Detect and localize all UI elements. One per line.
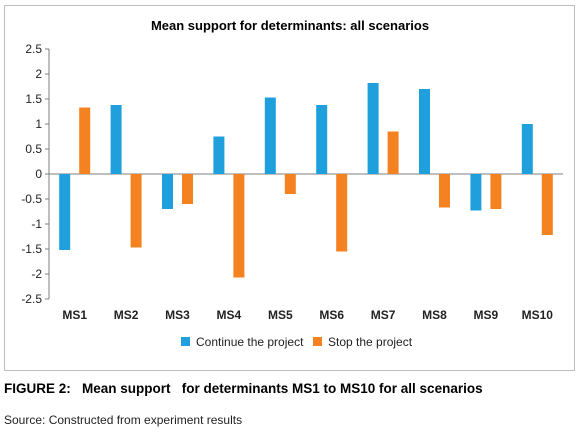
y-tick-label: -0.5 (21, 192, 42, 206)
bar-continue-ms1 (59, 174, 71, 250)
bar-chart: Mean support for determinants: all scena… (21, 18, 563, 349)
figure-caption: FIGURE 2: Mean support for determinants … (4, 381, 483, 396)
y-tick-label: -2 (31, 267, 42, 281)
y-tick-label: -1 (31, 217, 42, 231)
bar-stop-ms9 (490, 174, 502, 209)
y-tick-label: 1 (35, 117, 42, 131)
x-category-label: MS5 (268, 308, 293, 322)
legend: Continue the project Stop the project (181, 335, 413, 349)
legend-label-stop: Stop the project (328, 335, 413, 349)
chart-frame: Mean support for determinants: all scena… (4, 5, 575, 371)
bar-continue-ms8 (419, 89, 430, 174)
legend-label-continue: Continue the project (196, 335, 304, 349)
x-category-label: MS10 (522, 308, 554, 322)
bar-stop-ms7 (387, 131, 399, 174)
y-tick-label: 2 (35, 67, 42, 81)
bar-stop-ms3 (182, 174, 193, 204)
legend-swatch-continue (181, 337, 190, 346)
bar-stop-ms6 (336, 174, 348, 252)
legend-swatch-stop (313, 337, 322, 346)
bar-stop-ms4 (233, 174, 245, 278)
bar-continue-ms10 (521, 124, 533, 174)
bar-stop-ms5 (284, 174, 296, 194)
bar-continue-ms2 (110, 105, 122, 174)
x-category-label: MS3 (165, 308, 190, 322)
x-category-label: MS9 (474, 308, 499, 322)
y-tick-label: 1.5 (25, 92, 42, 106)
bar-stop-ms10 (541, 174, 553, 235)
bar-stop-ms8 (439, 174, 450, 208)
bar-continue-ms6 (316, 105, 328, 174)
bar-stop-ms1 (79, 107, 91, 174)
bar-continue-ms5 (264, 97, 276, 174)
bar-continue-ms3 (162, 174, 173, 209)
bar-continue-ms4 (213, 136, 225, 174)
y-tick-label: 2.5 (25, 42, 42, 56)
x-category-label: MS6 (319, 308, 344, 322)
x-category-label: MS7 (371, 308, 396, 322)
y-tick-label: -1.5 (21, 242, 42, 256)
y-tick-label: 0 (35, 167, 42, 181)
x-category-label: MS2 (114, 308, 139, 322)
y-tick-label: 0.5 (25, 142, 42, 156)
bar-continue-ms9 (470, 174, 482, 211)
chart-title: Mean support for determinants: all scena… (151, 18, 429, 33)
source-note: Source: Constructed from experiment resu… (4, 413, 243, 427)
y-tick-label: -2.5 (21, 292, 42, 306)
bar-continue-ms7 (367, 83, 379, 174)
x-category-label: MS1 (62, 308, 87, 322)
x-category-label: MS8 (422, 308, 447, 322)
bar-stop-ms2 (130, 174, 142, 248)
x-category-label: MS4 (217, 308, 242, 322)
plot-area: 2.5 2 1.5 1 0.5 0 -0.5 -1 -1.5 -2 -2.5 MS1 MS2 MS3 MS4… (21, 42, 563, 322)
